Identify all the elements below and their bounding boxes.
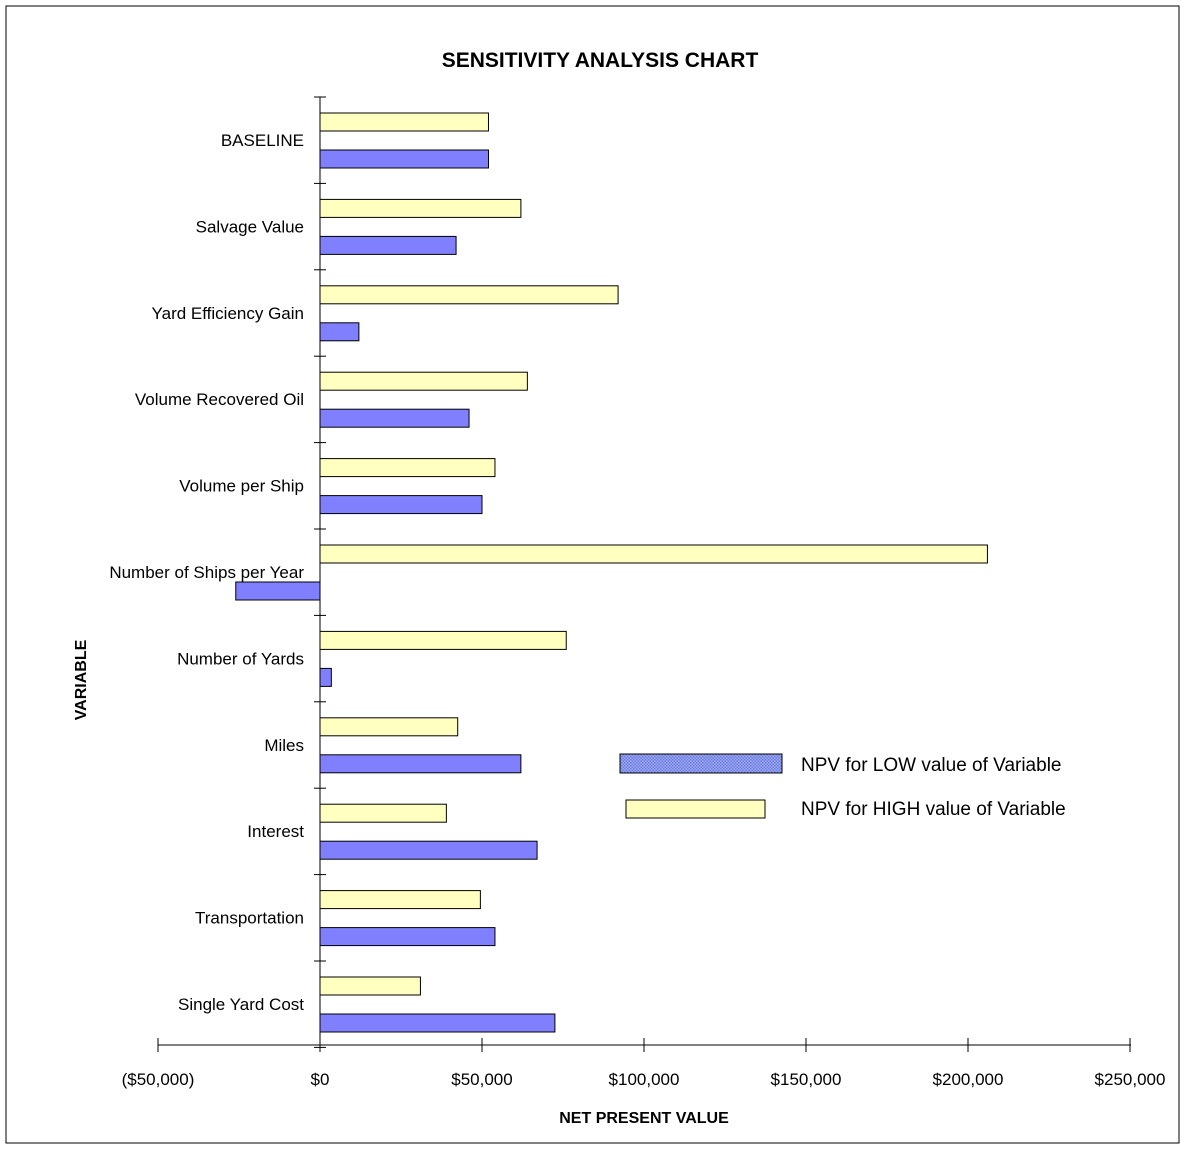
bar-high — [319, 544, 988, 564]
bar-low — [319, 927, 496, 947]
x-axis-label: NET PRESENT VALUE — [559, 1110, 729, 1127]
category-label: Volume per Ship — [179, 477, 304, 496]
category-label: Interest — [247, 822, 304, 841]
bar-low — [319, 408, 470, 428]
bar-low — [319, 1013, 556, 1033]
bar-low — [319, 495, 483, 515]
bar-high — [319, 803, 447, 823]
x-tick-label: $150,000 — [771, 1070, 842, 1089]
category-label: Number of Yards — [177, 649, 304, 668]
x-tick-label: ($50,000) — [122, 1070, 195, 1089]
bar-high — [319, 371, 528, 391]
legend-swatch-high — [625, 799, 766, 819]
bar-low — [319, 840, 538, 860]
x-tick-label: $200,000 — [933, 1070, 1004, 1089]
bar-low — [319, 149, 489, 169]
category-labels: BASELINE Salvage Value Yard Efficiency Gai… — [109, 131, 304, 1014]
legend-label-high: NPV for HIGH value of Variable — [801, 799, 1066, 820]
category-label: Number of Ships per Year — [109, 563, 304, 582]
category-label: Yard Efficiency Gain — [152, 304, 304, 323]
y-axis-label: VARIABLE — [73, 639, 90, 720]
legend-swatch-low — [619, 753, 783, 774]
x-axis-ticks: ($50,000) $0 $50,000 $100,000 $150,000 $200,0… — [122, 1038, 1166, 1089]
bar-high — [319, 198, 522, 218]
bar-high — [319, 458, 496, 478]
chart-title: SENSITIVITY ANALYSIS CHART — [442, 49, 759, 72]
category-label: Miles — [264, 736, 304, 755]
bar-low — [319, 322, 360, 342]
bar-low — [319, 235, 457, 255]
category-label: Volume Recovered Oil — [135, 390, 304, 409]
bar-high — [319, 976, 421, 996]
bar-low — [319, 667, 332, 687]
x-tick-label: $50,000 — [451, 1070, 512, 1089]
bar-high — [319, 630, 567, 650]
category-label: Salvage Value — [196, 217, 304, 236]
bar-high — [319, 285, 619, 305]
x-tick-label: $100,000 — [609, 1070, 680, 1089]
bar-high — [319, 890, 481, 910]
x-tick-label: $0 — [311, 1070, 330, 1089]
bar-low — [319, 754, 522, 774]
x-tick-label: $250,000 — [1095, 1070, 1166, 1089]
category-label: BASELINE — [221, 131, 304, 150]
chart-frame — [5, 5, 1180, 1144]
category-label: Transportation — [195, 909, 304, 928]
bars-layer — [235, 112, 988, 1033]
legend: NPV for LOW value of Variable NPV for HI… — [619, 753, 1066, 820]
bar-high — [319, 717, 459, 737]
bar-high — [319, 112, 489, 132]
category-label: Single Yard Cost — [178, 995, 304, 1014]
bar-low — [235, 581, 321, 601]
legend-label-low: NPV for LOW value of Variable — [801, 755, 1061, 776]
